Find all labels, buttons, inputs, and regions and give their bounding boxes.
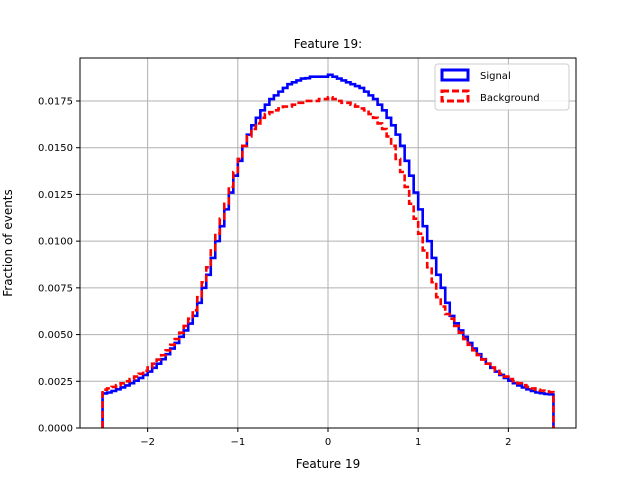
- grid: [80, 58, 576, 429]
- y-tick-label: 0.0125: [38, 190, 73, 201]
- legend-swatch-signal: [440, 68, 470, 82]
- chart-title: Feature 19:: [294, 37, 362, 51]
- y-axis-title: Fraction of events: [1, 189, 15, 297]
- series-background-histogram: [101, 95, 555, 428]
- legend: Signal Background: [434, 63, 570, 111]
- legend-label-background: Background: [480, 93, 540, 104]
- x-axis-title: Feature 19: [296, 457, 360, 471]
- y-tick-label: 0.0000: [38, 424, 73, 435]
- series-layer: [101, 73, 555, 428]
- y-tick-label: 0.0150: [38, 143, 73, 154]
- y-tick-label: 0.0100: [38, 237, 73, 248]
- y-tick-label: 0.0025: [38, 377, 73, 388]
- x-tick-label: 0: [325, 437, 331, 448]
- axis-ticks: −2 −1 0 1 2 0.0000 0.0025 0.0050 0.0075 0.0100 0.0…: [38, 96, 512, 448]
- legend-swatch-background: [440, 89, 470, 103]
- x-tick-label: −1: [230, 437, 245, 448]
- series-signal-histogram: [101, 73, 555, 428]
- y-tick-label: 0.0175: [38, 96, 73, 107]
- legend-label-signal: Signal: [480, 71, 511, 82]
- x-tick-label: 2: [505, 437, 511, 448]
- x-tick-label: 1: [415, 437, 421, 448]
- y-tick-label: 0.0075: [38, 283, 73, 294]
- x-tick-label: −2: [140, 437, 155, 448]
- y-tick-label: 0.0050: [38, 330, 73, 341]
